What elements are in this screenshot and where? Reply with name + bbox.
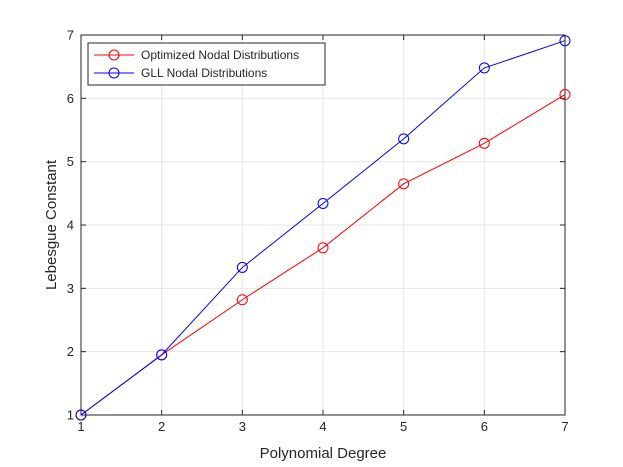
data-point-marker [478, 137, 490, 149]
legend-marker [108, 67, 120, 79]
y-axis-label: Lebesgue Constant [43, 159, 60, 290]
y-tick-label: 3 [67, 281, 74, 296]
data-point-marker [478, 62, 490, 74]
y-tick-label: 2 [67, 344, 74, 359]
data-point-marker [398, 178, 410, 190]
data-point-marker [317, 197, 329, 209]
ticks: 1 2 3 4 5 6 7 1 2 3 4 5 6 7 [67, 28, 569, 435]
legend-label: GLL Nodal Distributions [141, 66, 267, 80]
x-axis-label: Polynomial Degree [260, 445, 387, 462]
x-tick-label: 4 [319, 419, 326, 434]
series-2 [75, 35, 571, 421]
data-point-marker [75, 409, 87, 421]
y-tick-label: 1 [67, 408, 74, 423]
data-point-marker [236, 261, 248, 273]
x-tick-label: 6 [481, 419, 488, 434]
y-tick-label: 5 [67, 154, 74, 169]
x-tick-label: 7 [561, 419, 568, 434]
legend-box [87, 42, 326, 86]
legend-marker [108, 49, 120, 61]
y-tick-label: 6 [67, 91, 74, 106]
data-point-marker [398, 133, 410, 145]
x-tick-label: 1 [77, 419, 84, 434]
data-point-marker [559, 89, 571, 101]
data-point-marker [236, 294, 248, 306]
legend-label: Optimized Nodal Distributions [141, 48, 299, 62]
series-layer [75, 35, 571, 421]
y-tick-label: 4 [67, 218, 74, 233]
data-point-marker [156, 349, 168, 361]
y-tick-label: 7 [67, 28, 74, 43]
data-point-marker [559, 35, 571, 47]
x-tick-label: 5 [400, 419, 407, 434]
series-line [80, 40, 566, 416]
x-tick-label: 2 [158, 419, 165, 434]
data-point-marker [317, 242, 329, 254]
x-tick-label: 3 [239, 419, 246, 434]
legend: Optimized Nodal Distributions GLL Nodal D… [87, 42, 326, 86]
